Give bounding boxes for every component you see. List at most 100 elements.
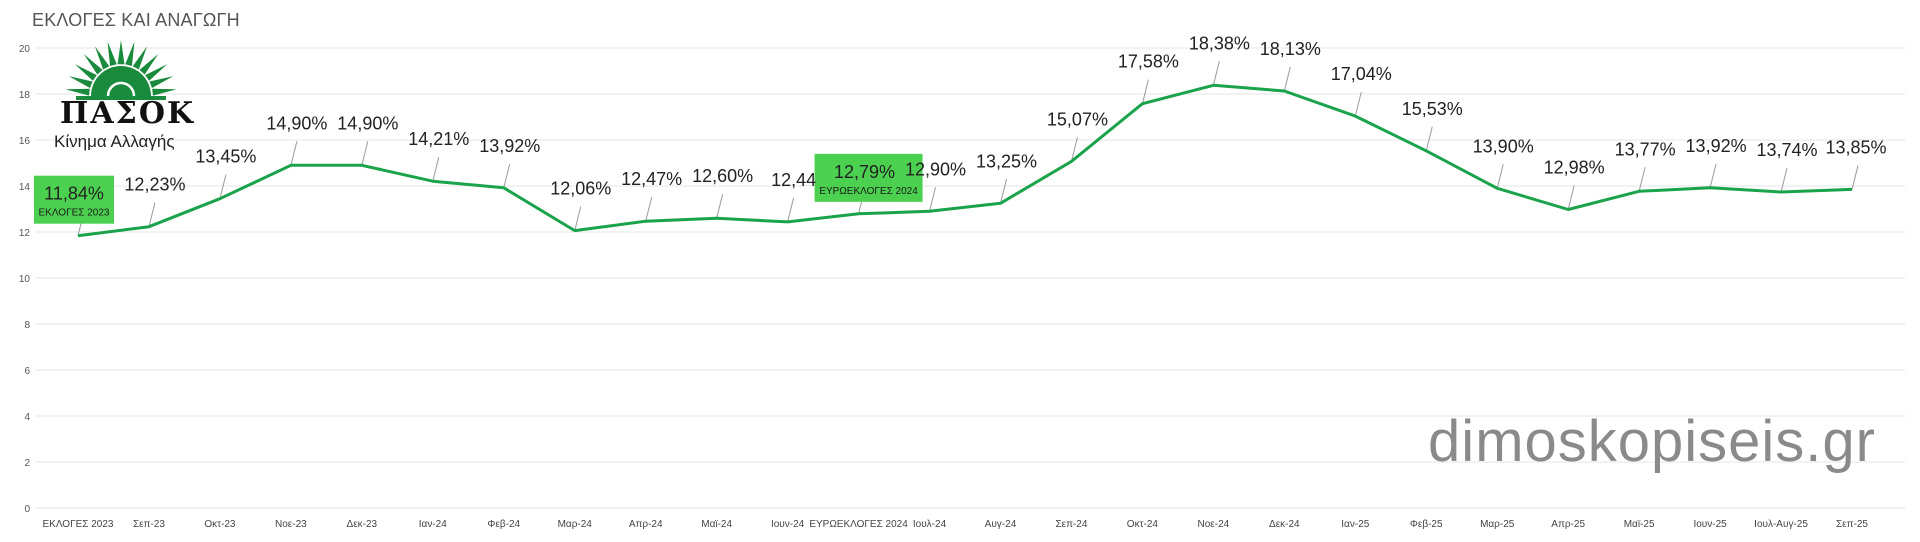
y-tick-label: 0 [24, 504, 30, 515]
data-label: 12,79% [834, 162, 895, 182]
data-label: 14,90% [337, 113, 398, 133]
leader-line [787, 197, 795, 223]
x-tick-label: Ιουν-25 [1693, 519, 1727, 530]
leader-line [361, 141, 369, 166]
data-label: 17,04% [1331, 64, 1392, 84]
x-tick-label: Μαϊ-24 [701, 519, 732, 530]
x-tick-label: Φεβ-24 [487, 519, 520, 530]
y-tick-label: 10 [19, 274, 31, 285]
data-label: 12,90% [905, 159, 966, 179]
highlight-caption: ΕΚΛΟΓΕΣ 2023 [39, 208, 110, 219]
sun-ray [152, 88, 177, 96]
logo-subtitle: Κίνημα Αλλαγής [54, 132, 175, 151]
data-label: 12,23% [124, 175, 185, 195]
leader-line [1354, 91, 1362, 117]
sun-icon [65, 40, 177, 100]
x-tick-label: Οκτ-24 [1127, 519, 1159, 530]
data-label: 13,92% [1686, 136, 1747, 156]
leader-line [1567, 185, 1575, 210]
leader-line [574, 206, 582, 231]
sun-ray [117, 40, 125, 65]
data-label: 14,90% [266, 113, 327, 133]
y-tick-label: 12 [19, 228, 31, 239]
sun-ray [107, 41, 117, 66]
leader-line [1638, 167, 1646, 192]
x-tick-label: ΕΥΡΩΕΚΛΟΓΕΣ 2024 [809, 519, 908, 530]
highlight-box [34, 175, 114, 224]
x-tick-label: Ιουλ-Αυγ-25 [1754, 519, 1808, 530]
x-tick-label: Σεπ-25 [1836, 519, 1868, 530]
x-tick-label: Μαρ-25 [1480, 519, 1515, 530]
sun-ray [65, 88, 90, 96]
y-tick-label: 8 [24, 320, 30, 331]
logo-text: ΠΑΣΟΚ [60, 96, 196, 131]
x-tick-label: Ιουν-24 [771, 519, 805, 530]
x-tick-label: Μαϊ-25 [1624, 519, 1655, 530]
watermark: dimoskopiseis.gr [1428, 409, 1876, 474]
data-label: 12,60% [692, 166, 753, 186]
x-tick-label: Ιαν-24 [419, 519, 447, 530]
sun-ray [149, 76, 174, 88]
data-label: 12,44 [771, 170, 816, 190]
x-tick-label: Νοε-24 [1198, 519, 1230, 530]
y-tick-label: 16 [19, 136, 31, 147]
y-tick-label: 6 [24, 366, 30, 377]
data-label: 13,92% [479, 136, 540, 156]
leader-line [1283, 66, 1291, 92]
sun-ray [125, 41, 135, 66]
y-tick-label: 18 [19, 90, 31, 101]
leader-line [503, 163, 511, 188]
pasok-logo [48, 38, 198, 158]
x-tick-label: Δεκ-23 [347, 519, 378, 530]
leader-line [432, 157, 440, 182]
x-tick-label: Νοε-23 [275, 519, 307, 530]
data-label: 15,53% [1402, 99, 1463, 119]
sun-ray [68, 76, 93, 88]
x-tick-label: Ιαν-25 [1341, 519, 1369, 530]
x-tick-label: Σεπ-24 [1055, 519, 1087, 530]
data-label: 12,98% [1544, 157, 1605, 177]
data-label: 17,58% [1118, 52, 1179, 72]
data-label: 13,85% [1825, 137, 1886, 157]
series-line [77, 83, 1853, 238]
x-tick-label: Ιουλ-24 [913, 519, 947, 530]
data-label: 18,13% [1260, 39, 1321, 59]
data-label: 18,38% [1189, 33, 1250, 53]
leader-line [290, 141, 298, 166]
x-tick-label: Οκτ-23 [204, 519, 236, 530]
leader-line [1851, 165, 1859, 190]
y-tick-label: 2 [24, 458, 30, 469]
leader-line [1780, 167, 1788, 193]
sun-ray [74, 64, 97, 81]
data-label: 12,47% [621, 169, 682, 189]
leader-line [219, 174, 227, 199]
data-label: 13,45% [195, 147, 256, 167]
leader-line [148, 202, 156, 227]
y-tick-label: 4 [24, 412, 30, 423]
x-tick-label: ΕΚΛΟΓΕΣ 2023 [43, 519, 114, 530]
leader-line [999, 179, 1007, 204]
sun-ray [145, 64, 168, 81]
leader-line [1709, 163, 1717, 188]
x-tick-label: Μαρ-24 [558, 519, 593, 530]
sun-ray [139, 54, 159, 75]
data-label: 14,21% [408, 129, 469, 149]
x-tick-label: Φεβ-25 [1410, 519, 1443, 530]
y-tick-label: 14 [19, 182, 31, 193]
highlight-box [814, 153, 923, 202]
y-tick-label: 20 [19, 44, 31, 55]
leader-line [716, 194, 724, 219]
leader-line [1070, 137, 1078, 162]
data-label: 13,90% [1473, 136, 1534, 156]
data-label: 13,25% [976, 151, 1037, 171]
x-tick-label: Σεπ-23 [133, 519, 165, 530]
data-label: 12,06% [550, 179, 611, 199]
x-tick-label: Δεκ-24 [1269, 519, 1300, 530]
x-tick-label: Απρ-24 [629, 519, 663, 530]
leader-line [1496, 164, 1504, 189]
sun-ray [132, 46, 148, 70]
data-label: 15,07% [1047, 109, 1108, 129]
leader-line [1212, 61, 1220, 86]
